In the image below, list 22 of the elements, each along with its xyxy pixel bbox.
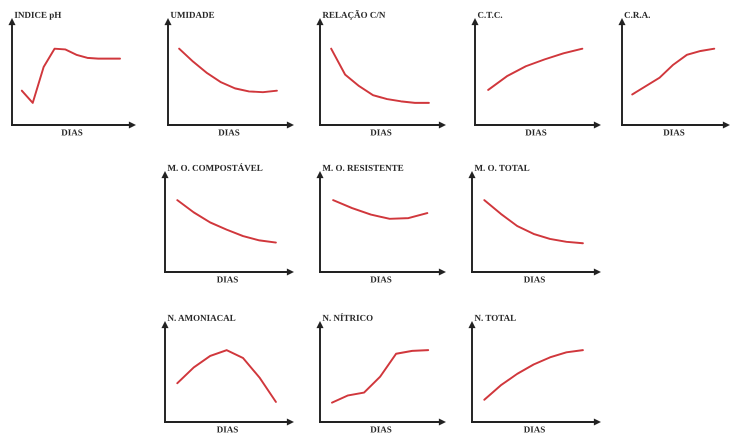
x-axis-title: DIAS <box>524 426 545 433</box>
chart-title: N. AMONIACAL <box>168 314 236 321</box>
x-axis-title: DIAS <box>524 276 545 283</box>
x-axis-title: DIAS <box>216 426 238 433</box>
chart-title: INDICE pH <box>14 12 62 20</box>
chart-title: N. TOTAL <box>474 314 516 321</box>
chart-title: M. O. COMPOSTÁVEL <box>168 163 262 171</box>
x-axis-title: DIAS <box>218 129 240 136</box>
x-axis-title: DIAS <box>663 129 684 136</box>
x-axis-title: DIAS <box>370 426 392 433</box>
x-axis-title: DIAS <box>61 129 82 136</box>
x-axis-title: DIAS <box>216 276 238 283</box>
x-axis-title: DIAS <box>370 276 392 283</box>
x-axis-title: DIAS <box>525 129 546 136</box>
chart-title: N. NÍTRICO <box>322 313 373 321</box>
chart-title: UMIDADE <box>170 12 214 18</box>
x-axis-title: DIAS <box>370 129 392 136</box>
chart-title: C.R.A. <box>624 12 650 18</box>
chart-title: M. O. RESISTENTE <box>322 164 404 171</box>
chart-title: RELAÇÃO C/N <box>322 10 386 20</box>
chart-title: M. O. TOTAL <box>474 164 530 171</box>
chart-title: C.T.C. <box>478 12 502 18</box>
